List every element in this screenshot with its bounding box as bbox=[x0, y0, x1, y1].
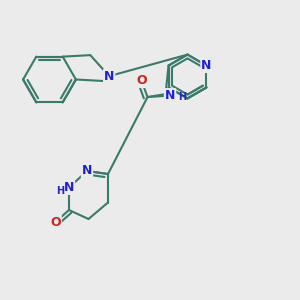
Text: O: O bbox=[136, 74, 147, 87]
Text: H: H bbox=[178, 92, 187, 102]
Text: N: N bbox=[201, 59, 212, 72]
Text: H: H bbox=[56, 186, 65, 196]
Text: N: N bbox=[165, 89, 175, 102]
Text: N: N bbox=[82, 164, 92, 178]
Text: N: N bbox=[104, 70, 114, 83]
Text: N: N bbox=[64, 181, 74, 194]
Text: O: O bbox=[50, 215, 61, 229]
